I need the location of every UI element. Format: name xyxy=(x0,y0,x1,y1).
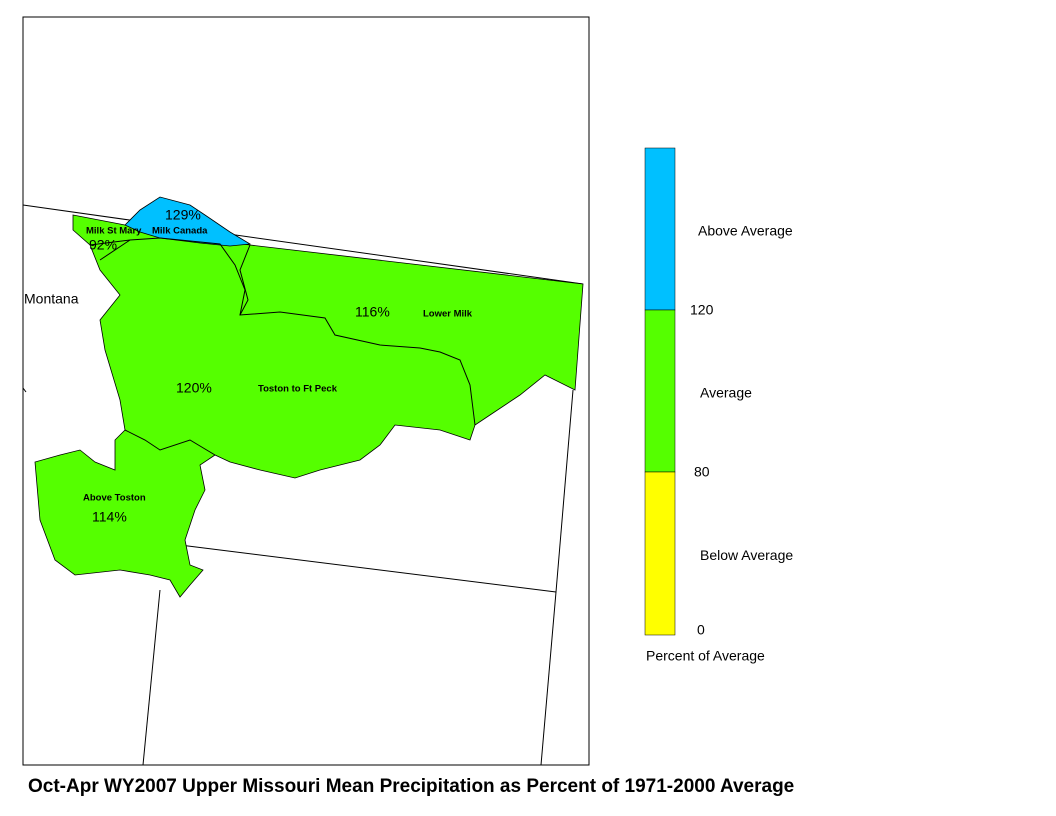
legend-swatch xyxy=(644,309,676,473)
basin-name: Lower Milk xyxy=(423,309,473,320)
legend-label: Below Average xyxy=(700,547,793,563)
legend-swatch xyxy=(644,471,676,636)
basin-percent: 92% xyxy=(89,237,117,253)
basin-percent: 129% xyxy=(165,207,201,223)
basin-percent: 120% xyxy=(176,380,212,396)
map-title: Oct-Apr WY2007 Upper Missouri Mean Preci… xyxy=(28,776,794,797)
basin-name: Above Toston xyxy=(83,493,146,504)
legend-title: Percent of Average xyxy=(646,648,765,664)
legend: Above Average Average Below Average 120 80 0 xyxy=(644,147,793,638)
legend-break: 120 xyxy=(690,302,714,318)
legend-break: 0 xyxy=(697,622,705,638)
legend-label: Above Average xyxy=(698,223,793,239)
legend-break: 80 xyxy=(694,464,710,480)
basin-percent: 116% xyxy=(355,304,390,320)
legend-label: Average xyxy=(700,385,752,401)
basin-name: Milk Canada xyxy=(152,226,208,237)
basin-area-above xyxy=(124,196,252,247)
basin-boundaries xyxy=(89,237,476,456)
legend-swatch xyxy=(644,147,676,311)
state-label: Montana xyxy=(24,291,79,307)
basin-name: Milk St Mary xyxy=(86,226,142,237)
basin-name: Toston to Ft Peck xyxy=(258,384,338,395)
state-lines xyxy=(22,204,584,766)
basin-percent: 114% xyxy=(92,509,127,525)
